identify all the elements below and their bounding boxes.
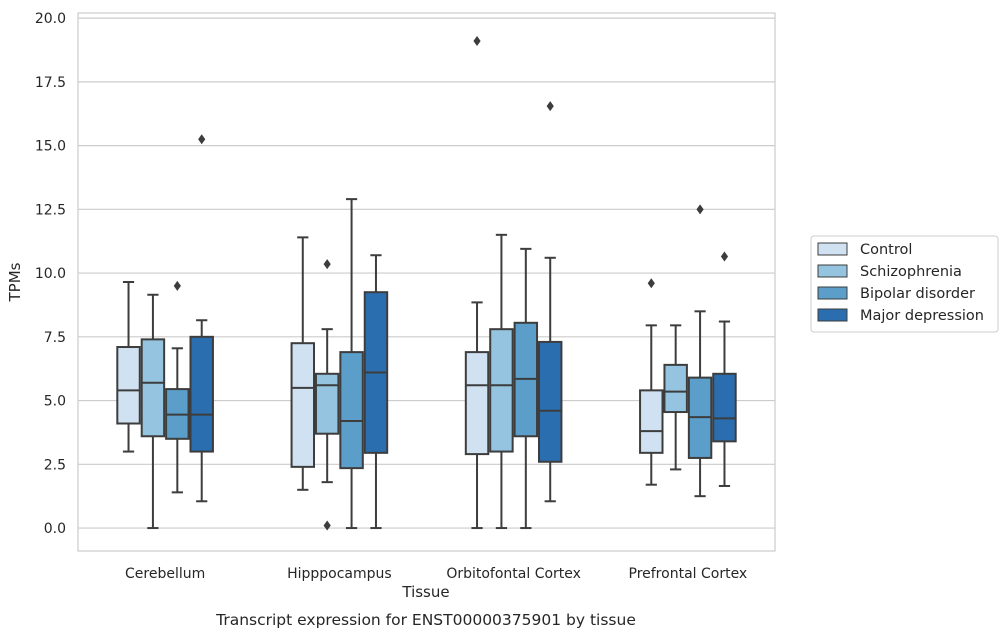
y-tick-label: 20.0 [35, 11, 66, 27]
y-tick-label: 2.5 [44, 457, 66, 473]
box-body [489, 328, 514, 453]
legend-frame [810, 235, 999, 333]
outlier-point [323, 520, 331, 531]
outlier-point [546, 101, 554, 112]
box-major-depression [712, 251, 737, 487]
box-schizophrenia [314, 259, 340, 531]
box-major-depression [537, 101, 563, 503]
box-schizophrenia [140, 293, 166, 530]
box-bipolar-disorder [339, 198, 364, 530]
outlier-point [323, 259, 331, 270]
y-tick-label: 0.0 [44, 521, 66, 537]
box-body [639, 389, 664, 454]
x-tick-label: Prefrontal Cortex [629, 566, 748, 582]
outlier-point [647, 278, 655, 289]
outlier-point [696, 204, 704, 215]
y-tick-label: 7.5 [44, 330, 66, 346]
chart-caption: Transcript expression for ENST0000037590… [215, 611, 636, 629]
outlier-point [473, 36, 481, 47]
outlier-point [198, 134, 206, 145]
legend-swatch [817, 264, 848, 278]
legend-label: Schizophrenia [860, 264, 962, 280]
x-tick-label: Orbitofontal Cortex [446, 566, 581, 582]
y-tick-label: 15.0 [35, 139, 66, 155]
legend-label: Major depression [860, 308, 984, 324]
x-tick-label: Cerebellum [125, 566, 205, 582]
box-major-depression [363, 254, 389, 530]
legend-swatch [817, 308, 848, 322]
box-schizophrenia [663, 324, 688, 471]
box-bipolar-disorder [687, 204, 713, 498]
box-body [140, 338, 166, 438]
box-body [116, 346, 141, 425]
boxes [116, 36, 737, 531]
y-tick-label: 12.5 [35, 202, 66, 218]
legend-label: Bipolar disorder [860, 286, 975, 302]
box-control [116, 281, 141, 453]
outlier-point [720, 251, 729, 262]
box-body [663, 363, 688, 414]
box-control [290, 236, 316, 491]
gridlines [78, 17, 775, 529]
plot-frame [77, 12, 776, 552]
box-body [314, 372, 340, 435]
legend-swatch [817, 242, 848, 256]
box-control [464, 36, 490, 530]
box-bipolar-disorder [513, 247, 539, 530]
box-control [639, 278, 664, 486]
box-body [464, 351, 490, 456]
x-tick-labels: Cerebellum Hipppocampus Orbitofontal Corte… [125, 566, 747, 582]
outlier-point [173, 280, 181, 291]
y-axis-label: TPMs [6, 262, 24, 302]
box-body [712, 372, 737, 443]
legend: Control Schizophrenia Bipolar disorder Majo… [810, 235, 999, 333]
legend-label: Control [860, 242, 912, 258]
box-body [290, 342, 316, 468]
y-tick-label: 17.5 [35, 75, 66, 91]
x-axis-label: Tissue [401, 583, 449, 601]
box-bipolar-disorder [165, 280, 190, 494]
box-body [339, 351, 364, 470]
box-body [189, 335, 214, 453]
x-tick-label: Hipppocampus [287, 566, 392, 582]
box-body [537, 340, 563, 463]
y-tick-labels: 0.0 2.5 5.0 7.5 10.0 12.5 15.0 17.5 20.0 [35, 11, 66, 537]
y-tick-label: 5.0 [44, 394, 66, 410]
box-schizophrenia [489, 233, 514, 530]
box-major-depression [189, 134, 214, 503]
y-tick-label: 10.0 [35, 266, 66, 282]
legend-swatch [817, 286, 848, 300]
